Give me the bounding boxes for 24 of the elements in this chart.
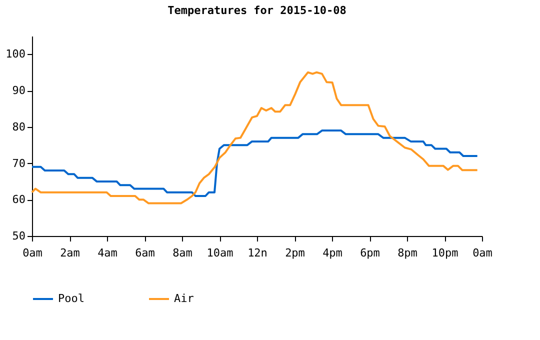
x-tick-label: 4am [98,246,118,260]
line-series [31,71,478,204]
y-tick-label: 90 [12,84,26,98]
x-tick-label: 10pm [432,246,459,260]
x-tick-label: 6am [135,246,156,260]
y-tick-label: 100 [6,48,26,61]
x-tick-label: 6pm [360,246,380,260]
x-tick-label: 8pm [398,246,418,260]
line-series [31,130,478,197]
y-tick-label: 80 [12,120,26,134]
y-tick-label: 70 [12,156,26,170]
x-tick-label: 0am [472,246,493,260]
x-tick-label: 12n [248,246,268,260]
chart-title: Temperatures for 2015-10-08 [168,4,346,17]
x-tick-label: 2am [60,246,80,260]
legend-label: Pool [58,292,84,305]
x-tick-label: 4pm [322,246,343,260]
x-tick-label: 0am [22,246,43,260]
y-tick-label: 60 [12,193,26,206]
x-tick-label: 8am [172,246,193,260]
x-tick-label: 10am [206,246,234,260]
y-tick-label: 50 [12,230,26,242]
x-tick-label: 2pm [285,246,306,260]
legend-label: Air [174,292,194,305]
